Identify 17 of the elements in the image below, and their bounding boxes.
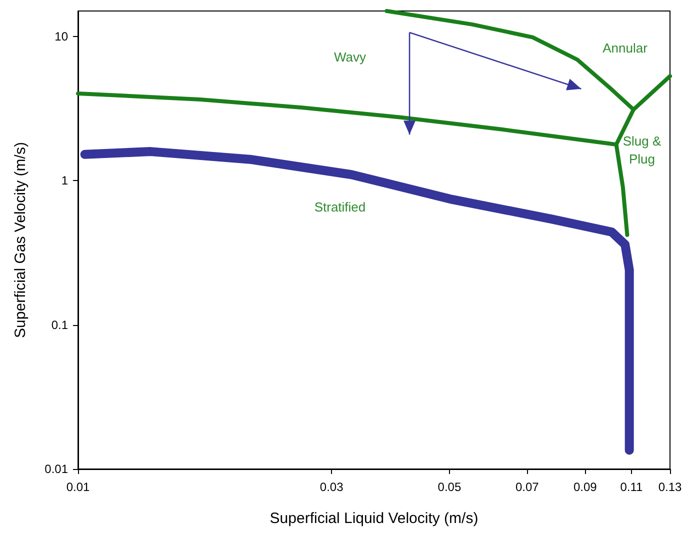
x-tick-label: 0.03 xyxy=(320,480,344,494)
y-tick-label: 0.1 xyxy=(51,318,68,332)
y-tick-label: 1 xyxy=(61,174,68,188)
x-tick-label: 0.13 xyxy=(658,480,682,494)
x-tick-label: 0.11 xyxy=(620,480,643,494)
annotation: Slug & Plug xyxy=(622,134,662,166)
x-tick-label: 0.01 xyxy=(66,480,90,494)
annotation: Wavy xyxy=(334,50,366,64)
x-tick-label: 0.05 xyxy=(438,480,462,494)
y-axis-title: Superficial Gas Velocity (m/s) xyxy=(12,142,29,338)
annotation: Stratified xyxy=(314,200,366,214)
annotation: Annular xyxy=(602,40,648,56)
x-tick-label: 0.09 xyxy=(573,480,598,494)
y-tick-label: 0.01 xyxy=(44,462,68,476)
x-axis-title: Superficial Liquid Velocity (m/s) xyxy=(270,510,478,527)
y-tick-label: 10 xyxy=(54,29,68,44)
x-tick-label: 0.07 xyxy=(515,480,540,494)
